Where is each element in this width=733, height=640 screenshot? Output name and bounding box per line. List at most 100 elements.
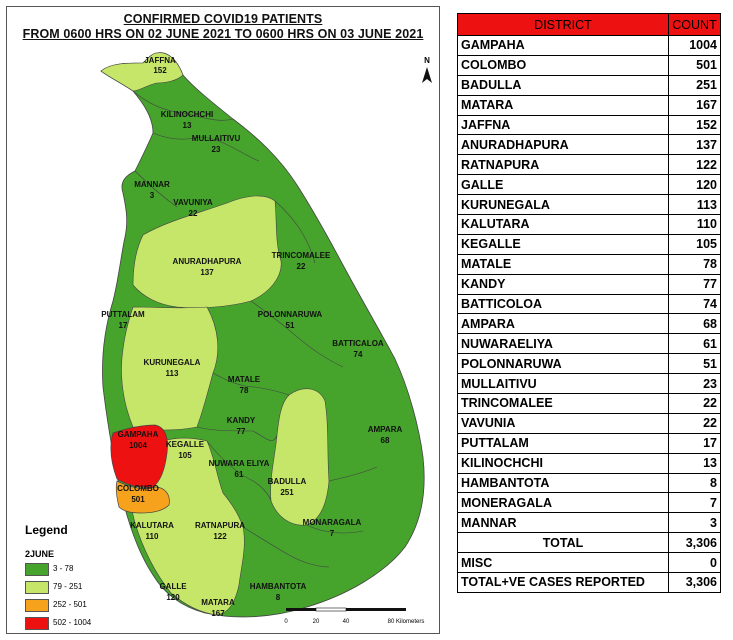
district-count-table: DISTRICT COUNT GAMPAHA 1004 COLOMBO 501 BADU… (457, 13, 721, 593)
legend-item: 502 - 1004 (25, 617, 145, 630)
svg-text:22: 22 (189, 209, 198, 218)
district-count-cell: 122 (668, 154, 721, 176)
district-name-cell: TRINCOMALEE (457, 393, 669, 414)
svg-text:KANDY: KANDY (227, 416, 256, 425)
table-row: GALLE 120 (457, 174, 721, 196)
svg-text:74: 74 (354, 350, 363, 359)
district-name-cell: VAVUNIA (457, 412, 669, 434)
svg-text:77: 77 (237, 427, 246, 436)
district-count-cell: 3 (668, 512, 721, 534)
svg-text:POLONNARUWA: POLONNARUWA (258, 310, 323, 319)
district-name-cell: JAFFNA (457, 114, 669, 136)
district-count-cell: 78 (668, 253, 721, 275)
svg-text:PUTTALAM: PUTTALAM (101, 310, 145, 319)
svg-text:KILINOCHCHI: KILINOCHCHI (161, 110, 213, 119)
district-count-cell: 110 (668, 214, 721, 235)
reported-value: 3,306 (668, 572, 721, 593)
district-name-cell: MULLAITIVU (457, 373, 669, 395)
table-row: TRINCOMALEE 22 (457, 393, 721, 414)
legend-swatch-light-green (25, 581, 49, 594)
map-panel: CONFIRMED COVID19 PATIENTS FROM 0600 HRS… (6, 6, 440, 634)
table-row: ANURADHAPURA 137 (457, 134, 721, 156)
svg-text:122: 122 (213, 532, 227, 541)
table-row: MONERAGALA 7 (457, 492, 721, 514)
district-name-cell: MONERAGALA (457, 492, 669, 514)
svg-text:GALLE: GALLE (159, 582, 187, 591)
legend-range: 3 - 78 (53, 564, 74, 573)
svg-text:KEGALLE: KEGALLE (166, 440, 205, 449)
svg-text:22: 22 (297, 262, 306, 271)
svg-text:61: 61 (235, 470, 244, 479)
district-count-cell: 113 (668, 194, 721, 216)
svg-text:MULLAITIVU: MULLAITIVU (192, 134, 241, 143)
legend-range: 502 - 1004 (53, 618, 92, 627)
district-count-cell: 13 (668, 452, 721, 474)
legend-item: 3 - 78 (25, 563, 145, 576)
svg-text:3: 3 (150, 191, 155, 200)
district-colombo (115, 480, 170, 514)
svg-text:113: 113 (166, 369, 179, 378)
table-row: AMPARA 68 (457, 313, 721, 335)
svg-text:ANURADHAPURA: ANURADHAPURA (173, 257, 242, 266)
north-arrow-icon: N (422, 56, 432, 83)
map-label-ratnapura: RATNAPURA 122 (195, 521, 245, 541)
district-count-cell: 51 (668, 353, 721, 375)
svg-text:80 Kilometers: 80 Kilometers (388, 619, 425, 625)
district-name-cell: AMPARA (457, 313, 669, 335)
svg-text:COLOMBO: COLOMBO (117, 484, 159, 493)
map-label-puttalam: PUTTALAM 17 (101, 310, 145, 330)
legend-swatch-orange (25, 599, 49, 612)
district-count-cell: 22 (668, 393, 721, 414)
total-row: TOTAL 3,306 (457, 532, 721, 554)
table-row: MANNAR 3 (457, 512, 721, 534)
table-row: KANDY 77 (457, 273, 721, 295)
reported-label: TOTAL+VE CASES REPORTED (457, 572, 669, 593)
svg-text:7: 7 (330, 529, 335, 538)
district-count-cell: 8 (668, 472, 721, 494)
map-label-ampara: AMPARA 68 (368, 425, 403, 445)
svg-text:KALUTARA: KALUTARA (130, 521, 174, 530)
district-name-cell: BADULLA (457, 74, 669, 96)
map-label-batticaloa: BATTICALOA 74 (332, 339, 384, 359)
district-name-cell: BATTICOLOA (457, 293, 669, 315)
map-label-mannar: MANNAR 3 (134, 180, 170, 200)
total-value: 3,306 (668, 532, 721, 554)
table-row: VAVUNIA 22 (457, 412, 721, 434)
district-count-cell: 22 (668, 412, 721, 434)
misc-row: MISC 0 (457, 552, 721, 574)
district-gampaha (110, 424, 168, 488)
svg-text:167: 167 (211, 609, 225, 618)
district-name-cell: MATALE (457, 253, 669, 275)
district-count-cell: 152 (668, 114, 721, 136)
district-count-cell: 137 (668, 134, 721, 156)
district-anuradhapura (132, 195, 282, 309)
header-district: DISTRICT (457, 13, 669, 36)
district-name-cell: KEGALLE (457, 233, 669, 255)
map-label-galle: GALLE 120 (159, 582, 187, 602)
map-label-gampaha: GAMPAHA 1004 (118, 430, 159, 450)
legend-title: Legend (25, 523, 68, 537)
map-label-kilinochchi: KILINOCHCHI 13 (161, 110, 213, 130)
district-name-cell: MANNAR (457, 512, 669, 534)
district-count-cell: 77 (668, 273, 721, 295)
scale-bar: 0 20 40 80 Kilometers (284, 607, 425, 625)
svg-text:BATTICALOA: BATTICALOA (332, 339, 384, 348)
map-label-trincomalee: TRINCOMALEE 22 (272, 251, 331, 271)
table-row: KILINOCHCHI 13 (457, 452, 721, 474)
svg-text:251: 251 (280, 488, 294, 497)
svg-text:KURUNEGALA: KURUNEGALA (144, 358, 201, 367)
svg-text:MONARAGALA: MONARAGALA (303, 518, 362, 527)
svg-text:MATARA: MATARA (201, 598, 235, 607)
total-label: TOTAL (457, 532, 669, 554)
svg-text:78: 78 (240, 386, 249, 395)
svg-text:TRINCOMALEE: TRINCOMALEE (272, 251, 331, 260)
table-row: GAMPAHA 1004 (457, 35, 721, 56)
svg-text:MATALE: MATALE (228, 375, 261, 384)
district-name-cell: RATNAPURA (457, 154, 669, 176)
legend-item: 252 - 501 (25, 599, 145, 612)
svg-text:105: 105 (178, 451, 192, 460)
legend-range: 79 - 251 (53, 582, 83, 591)
svg-text:0: 0 (284, 619, 288, 625)
misc-label: MISC (457, 552, 669, 574)
